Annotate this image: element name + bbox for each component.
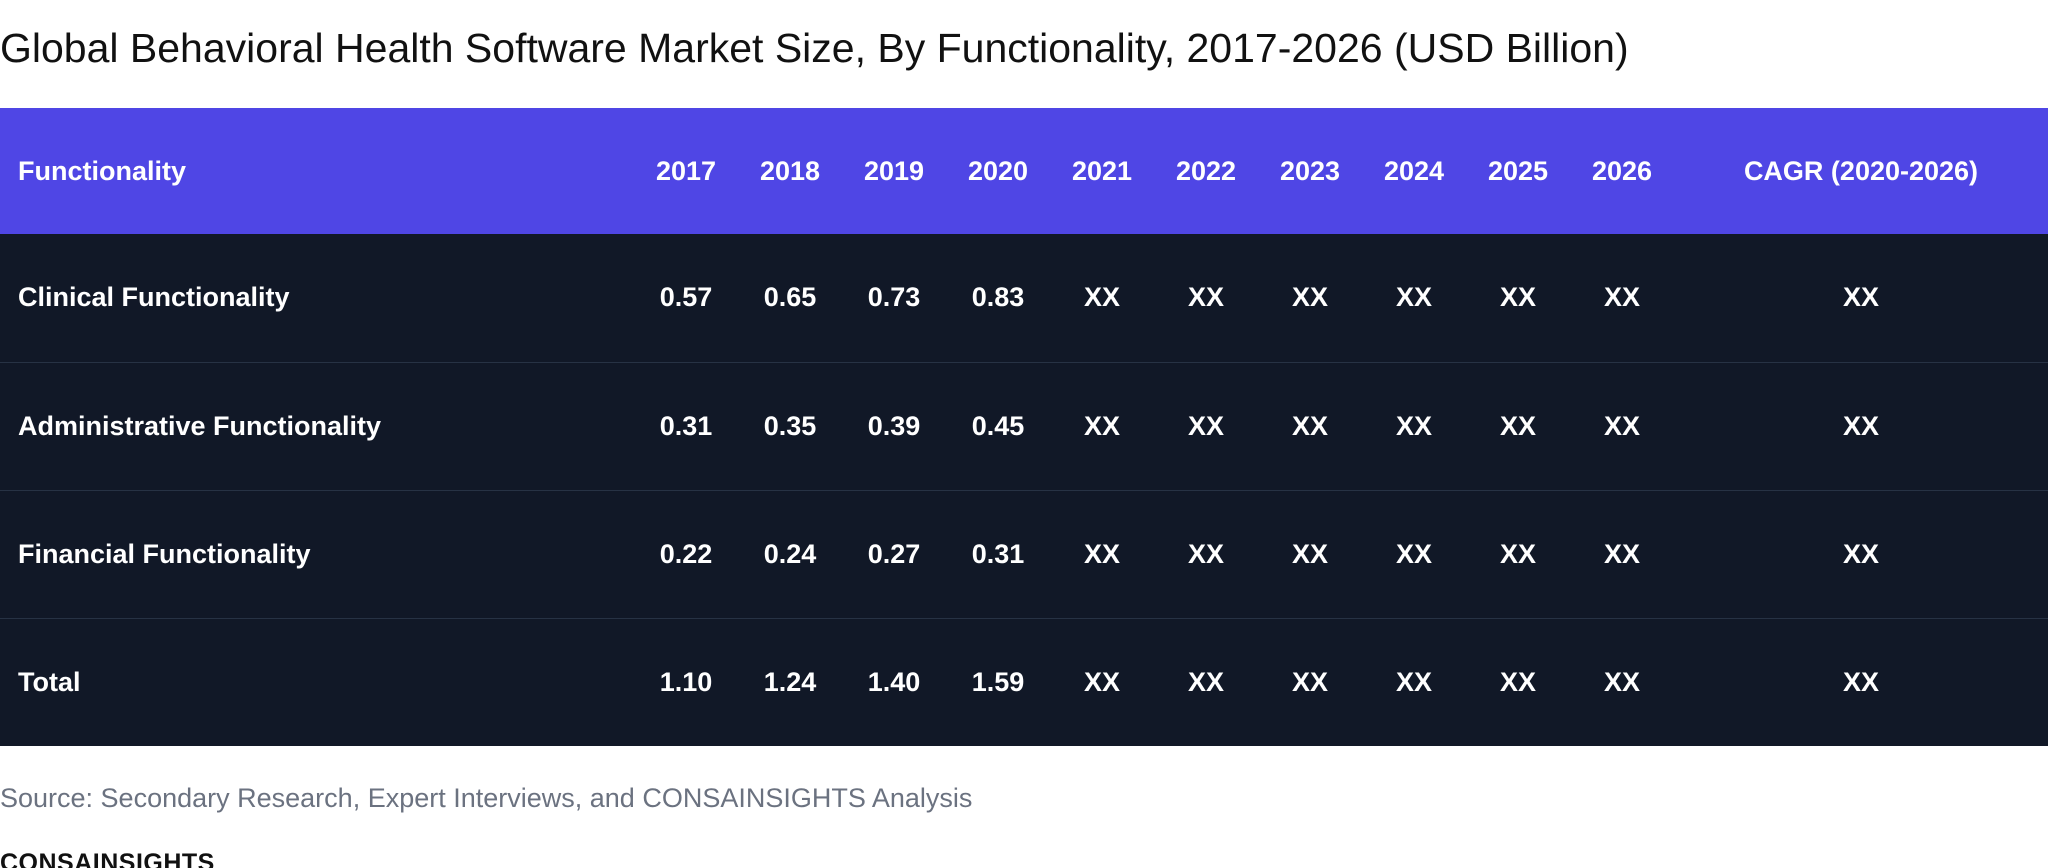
column-header: CAGR (2020-2026) bbox=[1743, 155, 1979, 186]
table-cell: 0.45 bbox=[971, 410, 1025, 441]
table-cell: XX bbox=[1083, 666, 1121, 697]
row-label: Clinical Functionality bbox=[18, 282, 290, 313]
table-cell: 0.31 bbox=[971, 538, 1025, 569]
table-cell: XX bbox=[1603, 538, 1641, 569]
table-cell: XX bbox=[1291, 538, 1329, 569]
table-cell: 0.31 bbox=[659, 410, 713, 441]
table-cell: XX bbox=[1083, 282, 1121, 313]
table-cell: XX bbox=[1083, 410, 1121, 441]
table-cell: XX bbox=[1499, 410, 1537, 441]
table-cell: 0.57 bbox=[659, 282, 713, 313]
table-header: Functionality 2017 2018 2019 2020 2021 2022 202… bbox=[0, 108, 2048, 234]
table-cell: XX bbox=[1291, 282, 1329, 313]
table-cell: 0.35 bbox=[763, 410, 817, 441]
table-cell: XX bbox=[1187, 410, 1225, 441]
table-cell: XX bbox=[1499, 282, 1537, 313]
table-cell: XX bbox=[1187, 666, 1225, 697]
table-cell: XX bbox=[1395, 410, 1433, 441]
table-cell: XX bbox=[1603, 666, 1641, 697]
table-cell: 1.40 bbox=[867, 666, 921, 697]
table-cell: 1.24 bbox=[763, 666, 817, 697]
table-cell: 1.10 bbox=[659, 666, 713, 697]
table-cell: XX bbox=[1499, 666, 1537, 697]
table-cell: XX bbox=[1187, 538, 1225, 569]
table-cell: XX bbox=[1291, 410, 1329, 441]
table-cell: XX bbox=[1603, 410, 1641, 441]
table-cell: XX bbox=[1842, 538, 1880, 569]
table-body: Clinical Functionality 0.57 0.65 0.73 0.83 XX… bbox=[0, 234, 2048, 746]
table-cell: 1.59 bbox=[971, 666, 1025, 697]
column-header: 2018 bbox=[759, 155, 821, 186]
table-cell: 0.39 bbox=[867, 410, 921, 441]
page-title: Global Behavioral Health Software Market… bbox=[0, 25, 1629, 71]
row-label: Financial Functionality bbox=[18, 538, 311, 569]
row-label: Administrative Functionality bbox=[18, 410, 382, 441]
table-cell: 0.27 bbox=[867, 538, 921, 569]
header-row: Functionality 2017 2018 2019 2020 2021 2022 202… bbox=[0, 108, 2048, 234]
table-cell: XX bbox=[1395, 666, 1433, 697]
column-header: 2017 bbox=[655, 155, 717, 186]
table-cell: XX bbox=[1291, 666, 1329, 697]
column-header: 2023 bbox=[1279, 155, 1341, 186]
table-cell: XX bbox=[1842, 282, 1880, 313]
column-header: 2025 bbox=[1487, 155, 1549, 186]
table-cell: XX bbox=[1395, 538, 1433, 569]
table-cell: XX bbox=[1083, 538, 1121, 569]
row-label: Total bbox=[18, 666, 81, 697]
table-cell: XX bbox=[1603, 282, 1641, 313]
column-header: 2020 bbox=[967, 155, 1029, 186]
column-header: 2021 bbox=[1071, 155, 1133, 186]
column-header: 2019 bbox=[863, 155, 925, 186]
column-header: 2026 bbox=[1591, 155, 1653, 186]
column-header: 2024 bbox=[1383, 155, 1445, 186]
table-cell: XX bbox=[1499, 538, 1537, 569]
table-cell: XX bbox=[1187, 282, 1225, 313]
market-size-table: Functionality 2017 2018 2019 2020 2021 2022 202… bbox=[0, 108, 2048, 746]
table-cell: 0.24 bbox=[763, 538, 817, 569]
brand-logo: CONSAINSIGHTS bbox=[0, 849, 215, 868]
table-cell: 0.22 bbox=[659, 538, 713, 569]
table-cell: 0.65 bbox=[763, 282, 817, 313]
column-header-label: Functionality bbox=[18, 155, 186, 186]
table-row: Clinical Functionality 0.57 0.65 0.73 0.83 XX… bbox=[0, 234, 2048, 362]
table-cell: XX bbox=[1842, 666, 1880, 697]
table-row: Administrative Functionality 0.31 0.35 0.39… bbox=[0, 362, 2048, 490]
source-note: Source: Secondary Research, Expert Inter… bbox=[0, 783, 973, 813]
table-cell: XX bbox=[1395, 282, 1433, 313]
table-row: Total 1.10 1.24 1.40 1.59 XX XX XX XX XX XX XX bbox=[0, 618, 2048, 746]
table-cell: XX bbox=[1842, 410, 1880, 441]
table-row: Financial Functionality 0.22 0.24 0.27 0.31 X… bbox=[0, 490, 2048, 618]
column-header: 2022 bbox=[1175, 155, 1237, 186]
table-cell: 0.73 bbox=[867, 282, 921, 313]
table-cell: 0.83 bbox=[971, 282, 1025, 313]
